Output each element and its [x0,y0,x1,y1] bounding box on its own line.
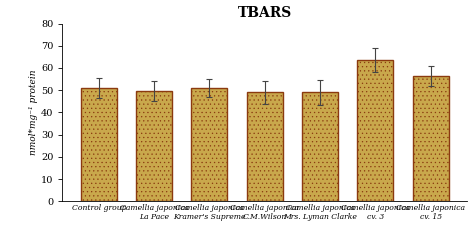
Y-axis label: nmol*mg⁻¹ protein: nmol*mg⁻¹ protein [29,70,38,155]
Bar [191,88,228,202]
Bar [81,88,117,202]
Bar [357,60,393,202]
Bar [247,92,283,202]
Title: TBARS: TBARS [237,5,292,20]
Bar [302,92,338,202]
Bar [136,91,172,202]
Bar [413,76,448,202]
